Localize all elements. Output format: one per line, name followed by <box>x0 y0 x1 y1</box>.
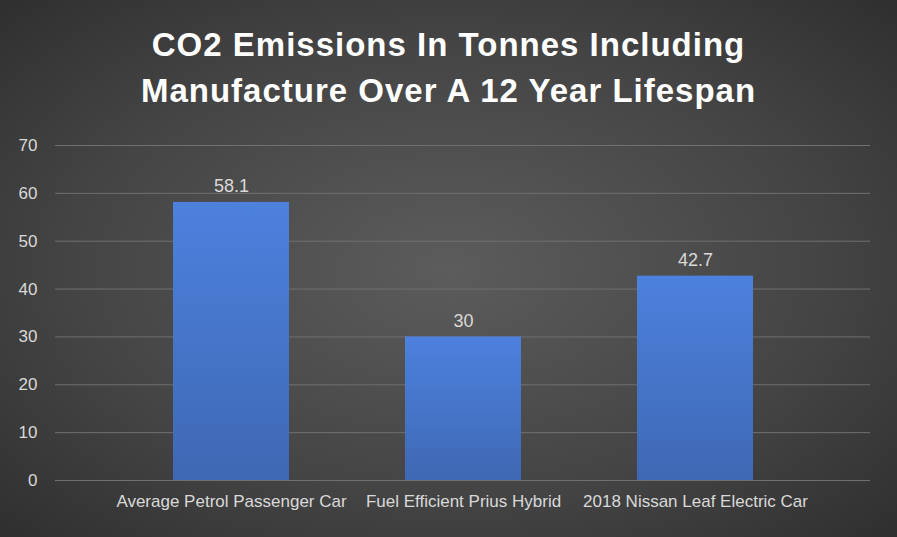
svg-text:58.1: 58.1 <box>214 176 249 196</box>
html-text:CO2 Emissions In Tonnes Includ: CO2 Emissions In Tonnes Including Manufa… <box>140 26 757 109</box>
svg-text:60: 60 <box>19 184 38 203</box>
svg-text:40: 40 <box>19 280 38 299</box>
svg-text:2018 Nissan Leaf Electric Car: 2018 Nissan Leaf Electric Car <box>583 492 808 511</box>
svg-text:10: 10 <box>19 423 38 442</box>
svg-text:Average Petrol Passenger Car: Average Petrol Passenger Car <box>116 492 347 511</box>
svg-text:20: 20 <box>19 375 38 394</box>
svg-text:70: 70 <box>19 136 38 155</box>
svg-text:30: 30 <box>19 327 38 346</box>
svg-text:42.7: 42.7 <box>678 250 713 270</box>
svg-text:50: 50 <box>19 232 38 251</box>
svg-text:Fuel Efficient Prius Hybrid: Fuel Efficient Prius Hybrid <box>366 492 561 511</box>
svg-text:30: 30 <box>453 311 473 331</box>
svg-text:0: 0 <box>28 471 37 490</box>
